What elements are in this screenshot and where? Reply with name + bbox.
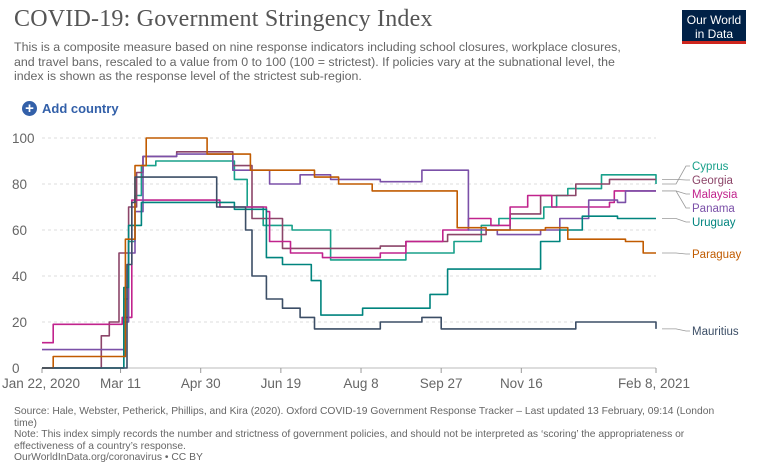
legend-connector (662, 179, 690, 181)
x-tick-label: Jan 22, 2020 (2, 376, 80, 391)
x-tick-label: Mar 11 (100, 376, 141, 391)
logo-accent-bar (682, 41, 746, 44)
series-line-mauritius (42, 176, 657, 369)
footer: Source: Hale, Webster, Petherick, Philli… (14, 406, 734, 464)
add-country-label: Add country (42, 101, 119, 116)
y-tick-label: 100 (12, 131, 35, 146)
x-tick-label: Nov 16 (500, 376, 543, 391)
source-note: Source: Hale, Webster, Petherick, Philli… (14, 406, 715, 429)
legend-connector (662, 328, 690, 332)
series-line-paraguay (42, 137, 656, 369)
x-tick-label: Apr 30 (181, 376, 221, 391)
logo-line-2: in Data (694, 27, 734, 41)
disclaimer-note: Note: This index simply records the numb… (14, 429, 685, 452)
y-tick-label: 20 (12, 315, 27, 330)
plus-circle-icon: + (22, 101, 37, 116)
legend: Cyprus Georgia Malaysia Panama Uruguay Paragu… (662, 161, 741, 338)
x-tick-label: Aug 8 (343, 376, 378, 391)
x-tick-label: Sep 27 (420, 376, 463, 391)
series-line-georgia (42, 151, 656, 369)
credit-link[interactable]: OurWorldInData.org/coronavirus • CC BY (14, 452, 203, 464)
legend-label-mauritius: Mauritius (692, 326, 739, 338)
chart-subtitle: This is a composite measure based on nin… (14, 40, 621, 83)
line-chart: 0 20 40 60 80 100 Jan 22, 2020 Mar 11 Apr 30 Jun… (2, 131, 741, 391)
legend-label-malaysia: Malaysia (692, 189, 738, 201)
logo-line-1: Our World (686, 13, 742, 27)
legend-connector (662, 218, 690, 223)
y-tick-label: 60 (12, 223, 27, 238)
legend-label-cyprus: Cyprus (692, 161, 729, 173)
y-tick-label: 0 (12, 361, 20, 376)
add-country-button[interactable]: + Add country (22, 101, 119, 116)
x-tick-label: Jun 19 (261, 376, 302, 391)
legend-connector (662, 165, 690, 185)
legend-connector (662, 252, 690, 255)
chart-title: COVID-19: Government Stringency Index (14, 6, 433, 32)
series-line-uruguay (42, 201, 656, 369)
series-lines (42, 137, 657, 369)
x-axis: Jan 22, 2020 Mar 11 Apr 30 Jun 19 Aug 8 Sep 2… (2, 368, 690, 391)
y-axis: 0 20 40 60 80 100 (12, 131, 35, 376)
series-line-malaysia (42, 190, 656, 344)
owid-logo[interactable]: Our World in Data (682, 10, 746, 44)
y-tick-label: 80 (12, 177, 27, 192)
legend-label-panama: Panama (692, 203, 735, 215)
series-line-cyprus (42, 160, 657, 369)
legend-label-georgia: Georgia (692, 175, 734, 187)
x-tick-label: Feb 8, 2021 (618, 376, 690, 391)
legend-label-paraguay: Paraguay (692, 249, 741, 261)
legend-label-uruguay: Uruguay (692, 217, 736, 229)
legend-connector (662, 190, 690, 209)
y-tick-label: 40 (12, 269, 27, 284)
